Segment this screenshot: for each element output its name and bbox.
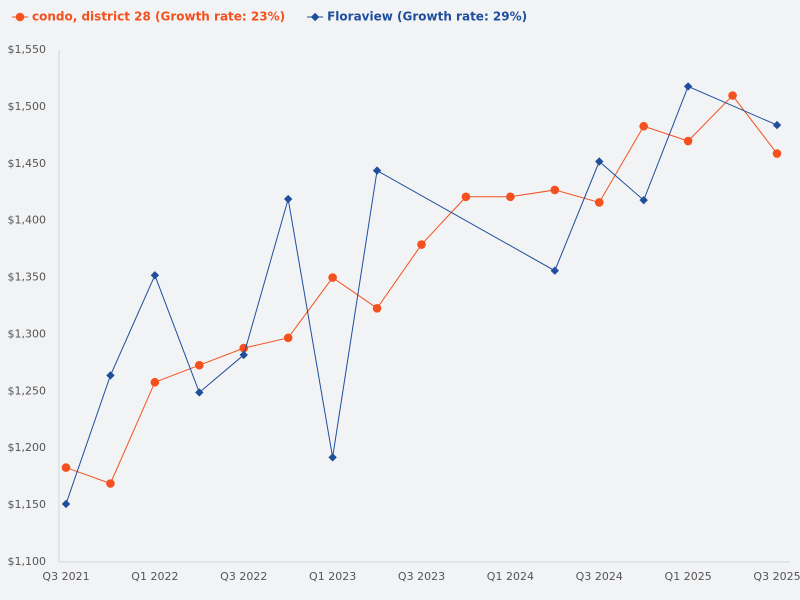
- point: [61, 463, 71, 472]
- point: [195, 360, 204, 370]
- x-tick-label: Q3 2024: [576, 570, 623, 583]
- point: [61, 499, 71, 509]
- x-tick-label: Q3 2021: [42, 570, 89, 583]
- legend-item: condo, district 28 (Growth rate: 23%): [12, 10, 285, 24]
- x-tick-label: Q3 2023: [398, 570, 445, 583]
- legend-marker: [15, 12, 25, 22]
- point: [594, 198, 604, 207]
- legend-label: condo, district 28 (Growth rate: 23%): [32, 10, 285, 24]
- y-tick-label: $1,300: [8, 327, 47, 340]
- point: [283, 194, 293, 204]
- point: [417, 240, 426, 249]
- x-tick-label: Q1 2023: [309, 570, 356, 583]
- point: [595, 157, 604, 166]
- y-tick-label: $1,450: [8, 157, 47, 170]
- point: [772, 149, 782, 158]
- series-line: [65, 85, 778, 505]
- y-tick-label: $1,400: [8, 214, 47, 227]
- x-tick-label: Q3 2025: [753, 570, 800, 583]
- y-tick-label: $1,350: [8, 271, 47, 284]
- point: [550, 266, 560, 275]
- point: [372, 303, 382, 313]
- point: [550, 185, 560, 195]
- point: [150, 377, 160, 387]
- point: [506, 192, 515, 202]
- point: [328, 453, 337, 462]
- y-tick-label: $1,100: [8, 555, 47, 568]
- y-tick-label: $1,150: [8, 498, 47, 511]
- y-tick-label: $1,250: [8, 384, 47, 397]
- x-tick-label: Q1 2024: [487, 570, 534, 583]
- legend-label: Floraview (Growth rate: 29%): [327, 10, 527, 24]
- x-tick-label: Q1 2025: [665, 570, 712, 583]
- point: [683, 136, 693, 146]
- point: [639, 195, 648, 205]
- point: [772, 120, 782, 130]
- point: [195, 388, 204, 397]
- point: [639, 121, 648, 131]
- point: [372, 166, 382, 175]
- point: [728, 91, 737, 100]
- point: [683, 82, 693, 91]
- point: [106, 479, 115, 488]
- point: [461, 192, 471, 202]
- point: [239, 350, 248, 360]
- legend-item: Floraview (Growth rate: 29%): [307, 10, 527, 24]
- series-line: [65, 94, 778, 485]
- point: [283, 333, 293, 343]
- x-tick-label: Q1 2022: [131, 570, 178, 583]
- y-tick-label: $1,500: [8, 100, 47, 113]
- x-tick-label: Q3 2022: [220, 570, 267, 583]
- legend-marker: [310, 12, 320, 22]
- point: [106, 371, 115, 380]
- y-tick-label: $1,550: [8, 43, 47, 56]
- point: [150, 271, 160, 280]
- point: [328, 273, 337, 282]
- y-tick-label: $1,200: [8, 441, 47, 454]
